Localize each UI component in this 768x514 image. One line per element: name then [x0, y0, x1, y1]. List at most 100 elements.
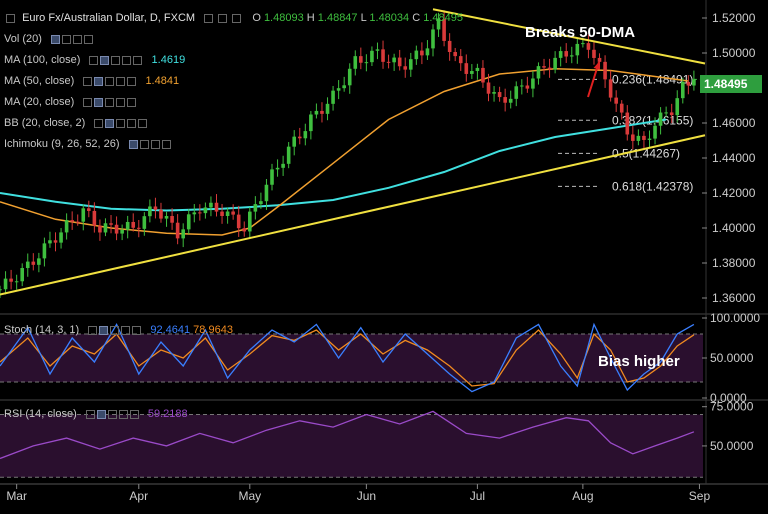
close-icon[interactable]	[127, 76, 137, 86]
indicator-row[interactable]: MA (50, close) 1.4841	[4, 75, 179, 87]
candle-body	[198, 212, 202, 214]
candle-body	[3, 278, 8, 290]
candle-body	[536, 66, 541, 79]
eye-icon[interactable]	[128, 139, 138, 149]
close-icon[interactable]	[129, 409, 139, 419]
add-icon[interactable]	[121, 325, 131, 335]
arrow-breaks-head	[593, 62, 601, 70]
rsi-header[interactable]: RSI (14, close) 59.2188	[4, 408, 188, 420]
candle-body	[37, 258, 41, 265]
eye-icon[interactable]	[100, 55, 110, 65]
candle-body	[281, 163, 285, 168]
y-tick-label: 1.40000	[712, 221, 756, 235]
dropdown-icon[interactable]	[85, 409, 95, 419]
candle-body	[270, 169, 274, 185]
x-tick-label: Aug	[572, 489, 593, 503]
indicator-row[interactable]: Ichimoku (9, 26, 52, 26)	[4, 138, 171, 150]
candle-body	[175, 222, 180, 239]
indicator-row[interactable]: MA (20, close)	[4, 96, 137, 108]
add-icon[interactable]	[118, 409, 128, 419]
candle-body	[181, 229, 185, 239]
annotation-bias: Bias higher	[598, 353, 680, 370]
candle-body	[497, 92, 502, 98]
candle-body	[153, 206, 158, 210]
settings-icon[interactable]	[139, 139, 149, 149]
settings-icon[interactable]	[105, 76, 115, 86]
dropdown-icon[interactable]	[89, 55, 99, 65]
candle-body	[453, 52, 457, 57]
add-icon[interactable]	[150, 139, 160, 149]
candle-body	[186, 214, 191, 230]
candle-body	[669, 112, 674, 116]
candle-body	[675, 98, 680, 116]
indicator-row[interactable]: BB (20, close, 2)	[4, 117, 148, 129]
settings-icon[interactable]	[218, 13, 228, 23]
candle-body	[297, 136, 302, 139]
candle-body	[87, 208, 91, 211]
add-icon[interactable]	[116, 97, 126, 107]
stoch-header[interactable]: Stoch (14, 3, 1) 92.4641 78.9643	[4, 324, 233, 336]
stoch-d-value: 78.9643	[193, 324, 233, 336]
candle-body	[408, 59, 413, 70]
candle-body	[264, 184, 269, 202]
close-icon[interactable]	[127, 97, 137, 107]
close-icon[interactable]	[138, 118, 148, 128]
candle-body	[425, 48, 430, 56]
settings-icon[interactable]	[116, 118, 126, 128]
dropdown-icon[interactable]	[83, 76, 93, 86]
stoch-tick-label: 0.0000	[710, 391, 747, 405]
candle-body	[353, 56, 358, 69]
close-icon[interactable]	[161, 139, 171, 149]
close-icon[interactable]	[132, 325, 142, 335]
candle-body	[192, 212, 197, 215]
candle-body	[508, 98, 513, 103]
x-tick-label: Apr	[129, 489, 148, 503]
eye-icon[interactable]	[105, 118, 115, 128]
candle-body	[503, 97, 507, 103]
y-tick-label: 1.46000	[712, 116, 756, 130]
indicator-row[interactable]: MA (100, close) 1.4619	[4, 54, 185, 66]
dropdown-icon[interactable]	[88, 325, 98, 335]
candle-body	[309, 114, 313, 132]
close-icon[interactable]	[133, 55, 143, 65]
add-icon[interactable]	[122, 55, 132, 65]
eye-icon[interactable]	[94, 76, 104, 86]
candle-body	[92, 210, 97, 226]
candle-body	[686, 81, 691, 86]
add-icon[interactable]	[116, 76, 126, 86]
candle-body	[64, 220, 69, 233]
add-icon[interactable]	[127, 118, 137, 128]
candle-body	[286, 146, 291, 164]
settings-icon[interactable]	[105, 97, 115, 107]
ohlc-o-value: 1.48093	[263, 12, 304, 24]
add-icon[interactable]	[72, 34, 82, 44]
indicator-row[interactable]: Vol (20)	[4, 33, 93, 45]
candle-body	[403, 66, 408, 70]
settings-icon[interactable]	[110, 325, 120, 335]
close-icon[interactable]	[232, 13, 242, 23]
x-tick-label: Mar	[6, 489, 27, 503]
candle-body	[214, 202, 219, 212]
settings-icon[interactable]	[111, 55, 121, 65]
close-icon[interactable]	[83, 34, 93, 44]
dropdown-icon[interactable]	[83, 97, 93, 107]
settings-icon[interactable]	[107, 409, 117, 419]
eye-icon[interactable]	[50, 34, 60, 44]
eye-icon[interactable]	[96, 409, 106, 419]
eye-icon[interactable]	[99, 325, 109, 335]
settings-icon[interactable]	[61, 34, 71, 44]
y-tick-label: 1.38000	[712, 256, 756, 270]
trendline-resistance	[432, 8, 706, 65]
candle-body	[42, 243, 47, 259]
dropdown-icon[interactable]	[204, 13, 214, 23]
y-tick-label: 1.50000	[712, 46, 756, 60]
eye-icon[interactable]	[94, 97, 104, 107]
candle-body	[547, 67, 552, 70]
candle-body	[209, 202, 213, 208]
candle-body	[220, 211, 224, 216]
dropdown-icon[interactable]	[94, 118, 104, 128]
indicator-label: Vol (20)	[4, 33, 42, 45]
collapse-icon[interactable]	[6, 13, 15, 23]
